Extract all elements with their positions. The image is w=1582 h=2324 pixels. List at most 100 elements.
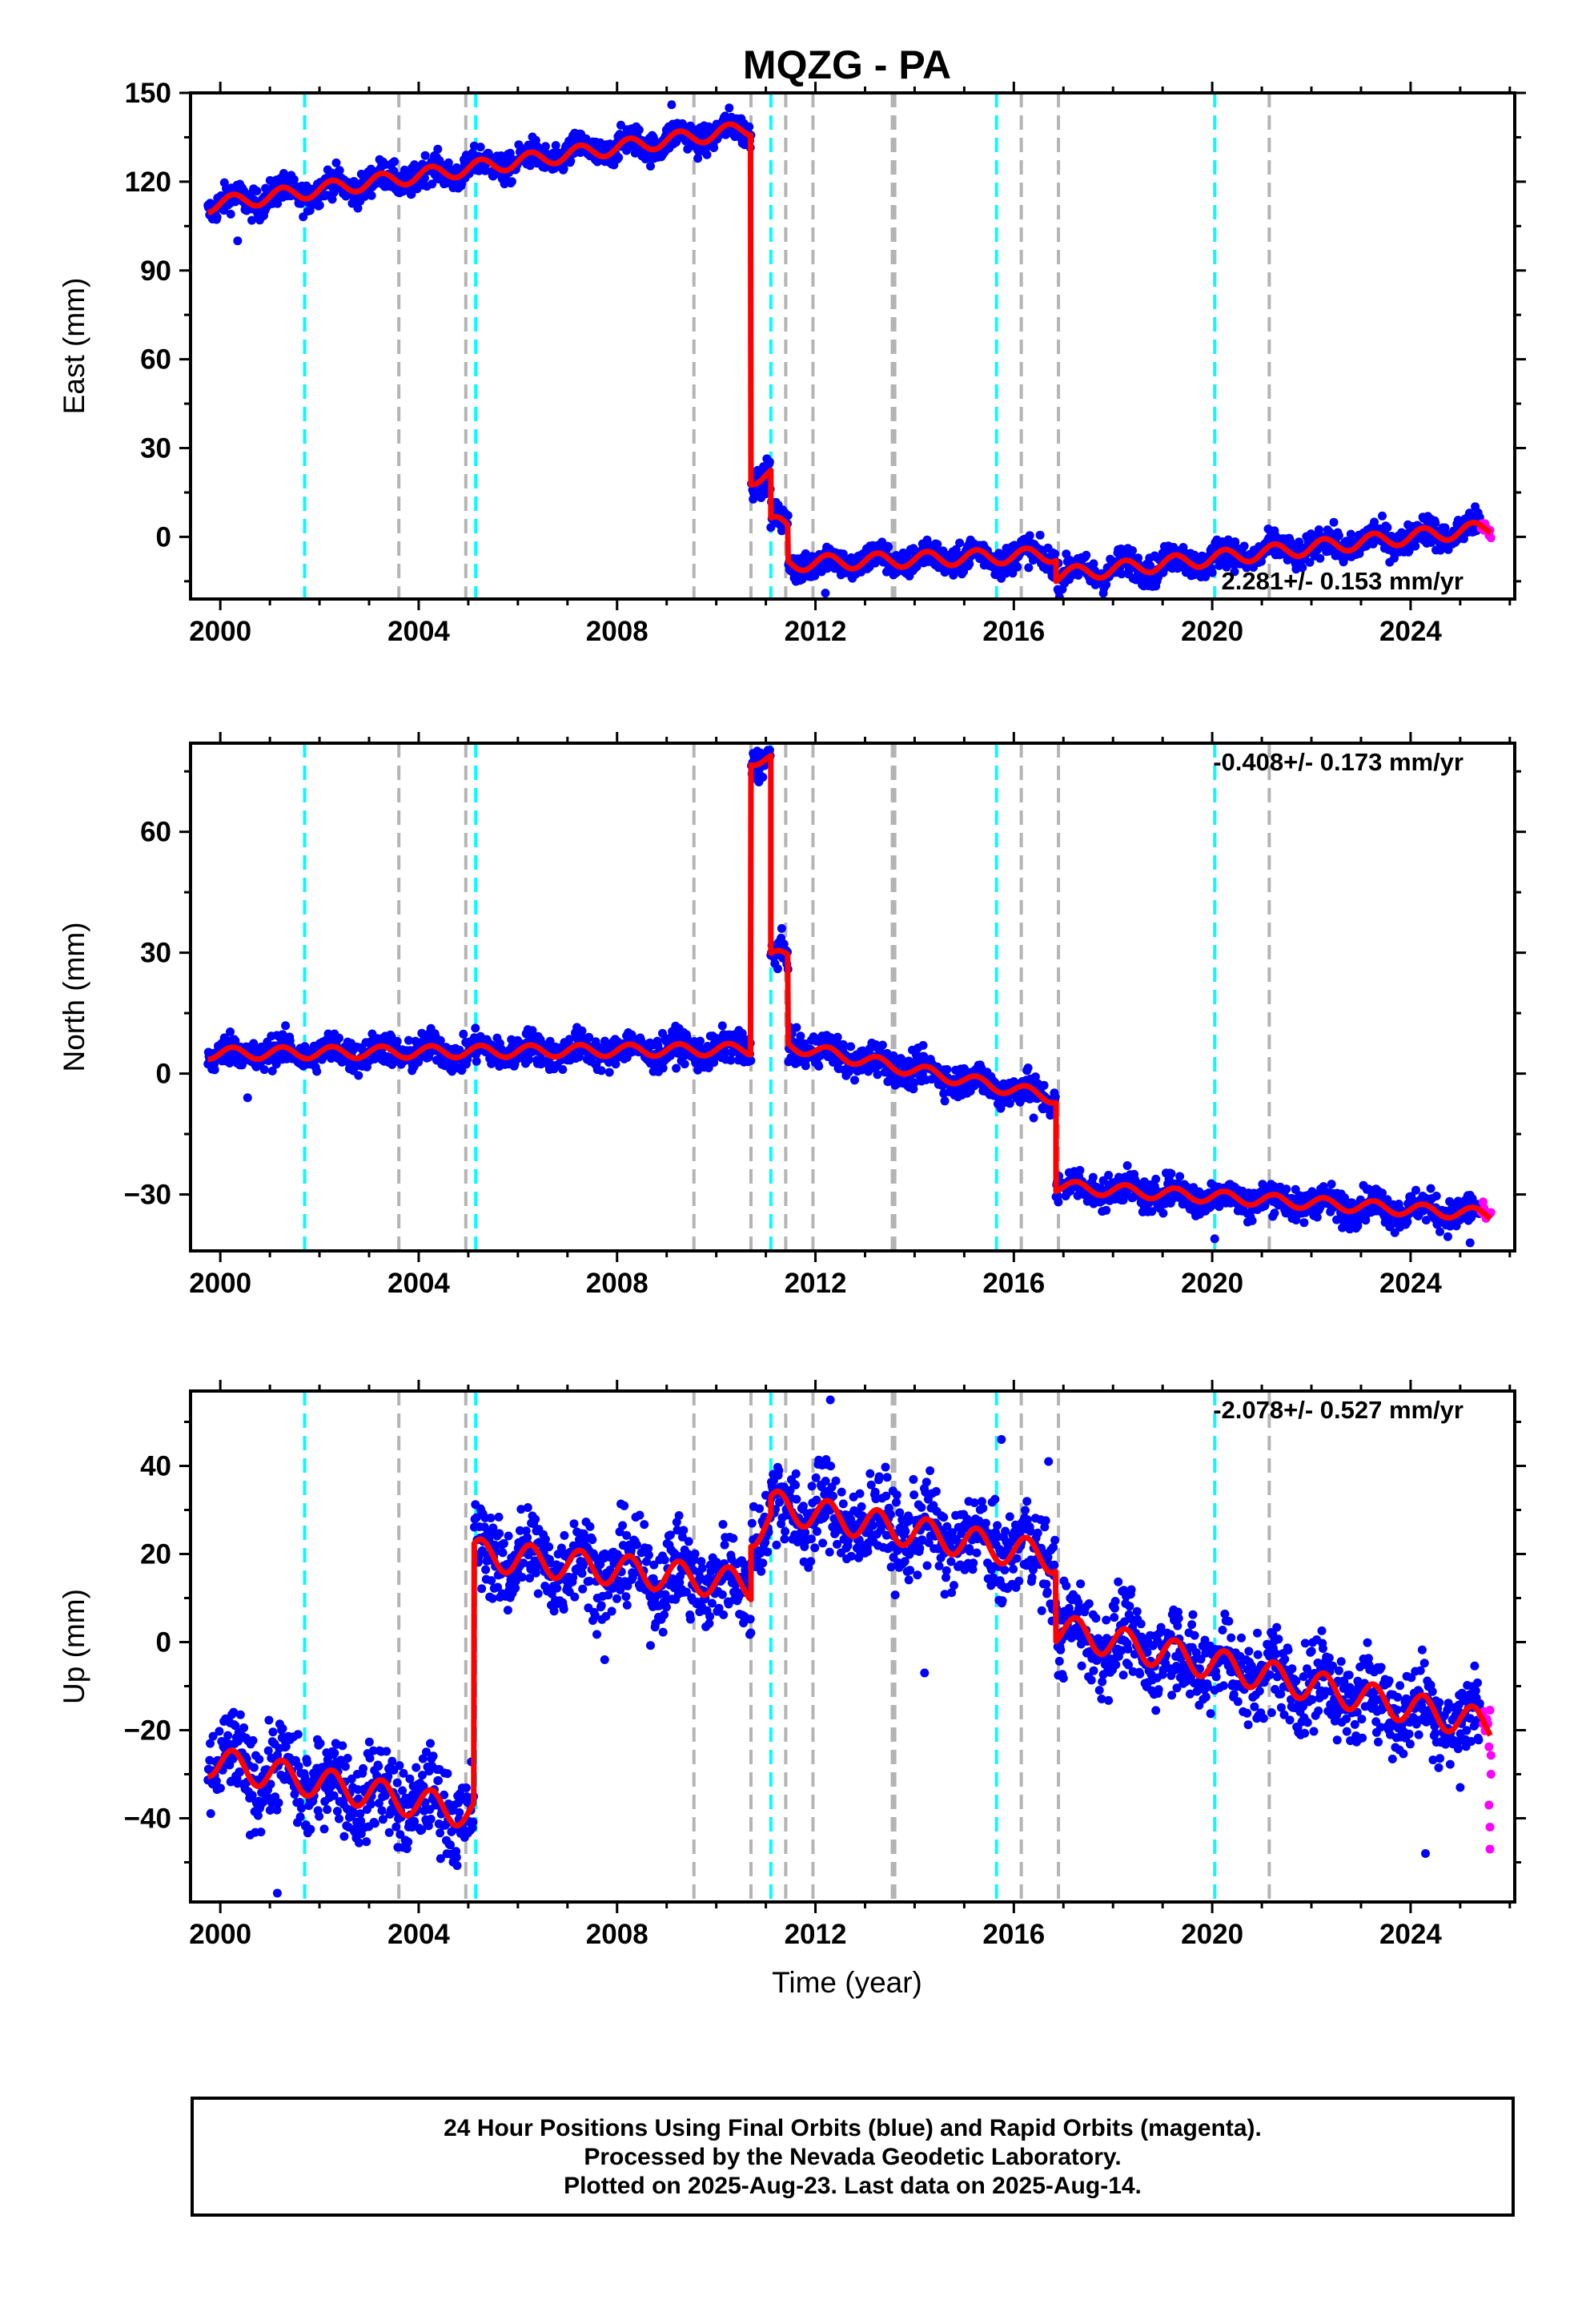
data-point [1346,529,1355,539]
data-point [315,1811,324,1821]
x-tick-label: 2004 [387,616,450,647]
x-tick-label: 2016 [982,616,1045,647]
data-point [1299,1218,1309,1228]
data-point [1023,1063,1033,1072]
data-point [206,1809,215,1819]
data-point [1102,580,1111,589]
data-point [1327,1180,1336,1189]
data-point [1201,572,1211,581]
data-point [838,1039,848,1049]
data-point [725,103,734,113]
data-point [709,143,719,152]
data-point [226,1027,235,1036]
data-point [1421,1216,1431,1225]
data-point [223,1731,233,1740]
data-point [1411,541,1420,551]
data-point [306,1824,315,1834]
data-point [1013,562,1022,572]
data-point [1158,1208,1168,1218]
data-point [256,1827,266,1837]
data-point [1387,532,1396,541]
data-point [551,141,560,151]
panel-up: 2000 2004 2008 2012 2016 2020 2024−40−2002040U… [58,1380,1526,1950]
y-tick-label: 60 [140,817,171,848]
data-point [773,964,782,974]
data-point [1329,517,1339,527]
data-point [249,1763,259,1772]
data-point [758,773,768,782]
data-point [215,1727,224,1736]
data-point [327,195,337,204]
data-point [1075,1165,1085,1175]
y-tick-label: 0 [156,1059,171,1090]
data-point [1134,553,1143,563]
data-point [330,1748,339,1758]
data-point [1117,569,1126,579]
data-point [614,153,624,163]
data-point [942,1065,952,1074]
data-point [1089,559,1098,569]
data-point [566,156,576,166]
y-tick-label: 120 [125,167,171,198]
x-tick-label: 2000 [189,616,251,647]
data-point [783,511,793,521]
data-point [243,1093,252,1103]
data-point [420,151,430,160]
data-point [353,203,363,213]
data-point [338,1741,347,1751]
data-point [1082,550,1091,560]
data-point [259,1065,269,1075]
data-point [680,1059,689,1069]
data-point [1334,531,1343,541]
data-point [392,1036,402,1046]
y-tick-label: 30 [140,938,171,969]
data-point [354,1071,363,1080]
plot-frame-north [189,742,1516,1252]
data-point [951,545,961,554]
data-point [1050,549,1060,559]
data-point [355,1838,363,1848]
data-point [1298,563,1307,573]
chart-title: MQZG - PA [743,42,951,87]
x-tick-label: 2024 [1379,1268,1442,1299]
data-point [1166,1169,1176,1178]
data-point [877,1040,887,1050]
data-point [1453,516,1463,525]
x-tick-label: 2024 [1379,616,1442,647]
data-point [459,1029,468,1039]
final-orbit-points-east [203,100,1484,599]
data-point [1039,1080,1049,1090]
x-tick-label: 2008 [586,616,648,647]
data-point [1411,1185,1420,1195]
data-point [428,179,437,189]
data-point [252,187,262,195]
data-point [777,923,786,933]
data-point [955,538,965,548]
data-point [335,1033,343,1043]
data-point [239,1723,249,1732]
data-point [335,166,344,175]
data-point [634,125,644,135]
data-point [226,209,235,219]
data-point [247,215,256,225]
data-point [1029,1113,1038,1123]
data-point [1024,563,1034,573]
data-point [524,1055,534,1064]
data-point [235,1710,245,1719]
data-point [331,158,341,167]
data-point [646,162,655,171]
x-tick-label: 2012 [785,1268,847,1299]
data-point [1435,1227,1444,1236]
data-point [471,1023,480,1033]
plot-area-north [203,743,1496,1251]
data-point [702,150,712,159]
data-point [581,134,591,143]
data-point [268,1727,278,1737]
data-point [1465,1238,1475,1248]
x-tick-label: 2012 [785,616,847,647]
data-point [1403,1217,1412,1227]
x-tick-label: 2016 [982,1268,1045,1299]
data-point [315,200,324,210]
data-point [1035,530,1045,540]
data-point [873,1070,882,1080]
